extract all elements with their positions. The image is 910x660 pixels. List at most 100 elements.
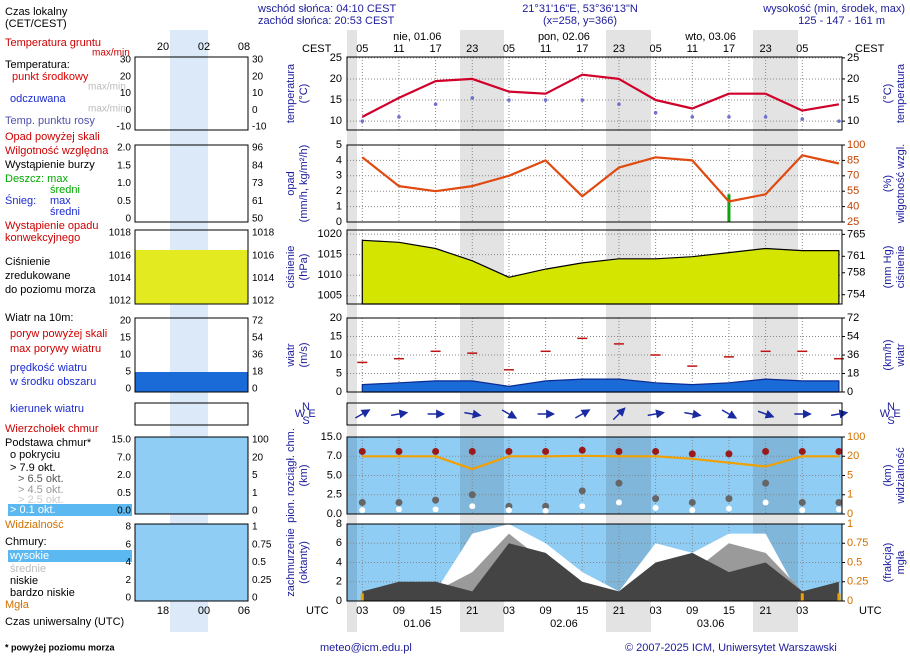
top-tick-label: 17 [576,43,588,55]
dot [688,498,696,506]
y2-tick-label: 0.25 [847,576,868,588]
dot [469,503,476,510]
legend-text: max porywy wiatru [10,343,101,355]
dot [762,479,770,487]
dot [579,503,586,510]
dot [617,102,621,107]
height-label: wysokość (min, środek, max) [762,3,905,15]
y-tick-label: 15 [330,94,342,106]
y-tick-label: 7.0 [327,450,342,462]
mini-tick-label: 00 [198,605,210,617]
compass-label: N [302,401,310,413]
height: 125 - 147 - 161 m [798,15,885,27]
mini-tick-label: 0.5 [117,196,131,207]
y2-tick-label: 1 [847,489,853,501]
y-tick-label: 0 [336,595,342,607]
dot [725,450,733,458]
y-axis-label: ciśnienie [285,246,297,289]
mini-tick-label: -10 [252,122,267,133]
dot [360,119,365,123]
dot [580,98,585,102]
mini-frame [134,56,249,131]
dot [837,119,841,123]
y2-axis-label: widzialność [895,447,907,505]
y2-tick-label: 0 [847,508,853,520]
mini-tick-label: 54 [252,333,264,344]
legend-text: Wierzchołek chmur [5,423,99,435]
mini-wind-fill [135,372,248,392]
area [361,239,840,305]
legend-text: odczuwana [10,93,67,105]
area [362,543,839,601]
top-tick-label: 11 [393,43,404,55]
y-tick-label: 8 [336,518,342,530]
y2-axis-label: wiatr [895,343,907,368]
y-tick-label: 5 [336,139,342,151]
dot [615,447,623,455]
y-tick-label: 10 [330,115,342,127]
mini-tick-label: 18 [252,367,264,378]
mini-tick-label: 2.0 [117,143,131,154]
wind-arrow [757,409,775,419]
x-tick-label: 03 [796,605,808,617]
mini-tick-label: 0 [125,214,131,225]
dot [725,495,733,503]
y2-tick-label: 55 [847,185,859,197]
mini-tick-label: 2 [125,575,131,586]
dot [542,502,550,510]
y-tick-label: 10 [330,349,342,361]
dot [652,495,660,503]
dot [470,96,475,100]
top-tick-label: 17 [429,43,441,55]
legend-box [8,550,132,562]
dot [505,507,512,514]
line [361,154,840,203]
legend-text: max/min [88,104,126,115]
mini-tick-label: 5 [252,470,258,481]
y2-axis-label: (°C) [882,84,894,104]
top-tick-label: 11 [540,43,551,55]
mini-tick-label: 0 [125,593,131,604]
mini-tick-label: 7.0 [117,452,131,463]
legend-text: > 4.5 okt. [18,484,64,496]
y-tick-label: 15 [330,330,342,342]
sunset: zachód słońca: 20:53 CEST [258,15,395,27]
compass-label: W [295,408,306,420]
mini-tick-label: 20 [120,316,132,327]
panel-frame [346,436,843,515]
y-tick-label: 15.0 [321,431,342,443]
mini-tick-label: 1.0 [117,178,131,189]
dot [468,447,476,455]
dot [578,487,586,495]
legend-text: Ciśnienie [5,256,50,268]
dot [653,110,658,115]
wind-arrow [721,409,738,419]
compass-label: E [308,408,315,420]
y2-axis-label: (km/h) [882,339,894,370]
top-tick-label: 23 [466,43,478,55]
legend-text: Wystąpienie opadu [5,220,98,232]
dot [762,499,769,506]
wind-arrow [354,409,371,419]
day-label: nie, 01.06 [393,31,441,43]
mini-tick-label: 2.0 [117,470,131,481]
legend-text: Wilgotność względna [5,145,109,157]
legend-text: średni [50,184,80,196]
y2-tick-label: 761 [847,250,865,262]
y2-tick-label: 70 [847,170,859,182]
mini-tick-label: 0 [252,384,258,395]
y-tick-label: 0 [336,386,342,398]
mini-tick-label: 4 [125,557,131,568]
legend-text: Czas uniwersalny (UTC) [5,616,124,628]
time-zone-label: CEST [302,43,332,55]
x-tick-label: 09 [393,605,405,617]
mini-tick-label: 0.25 [252,575,272,586]
legend-text: kierunek wiatru [10,403,84,415]
y2-tick-label: 25 [847,216,859,228]
y-axis-label: opad [285,171,297,195]
y2-axis-label: (frakcja) [882,543,894,583]
mini-tick-label: 1018 [109,228,132,239]
x-tick-label: 03 [356,605,368,617]
legend-text: średni [50,206,80,218]
